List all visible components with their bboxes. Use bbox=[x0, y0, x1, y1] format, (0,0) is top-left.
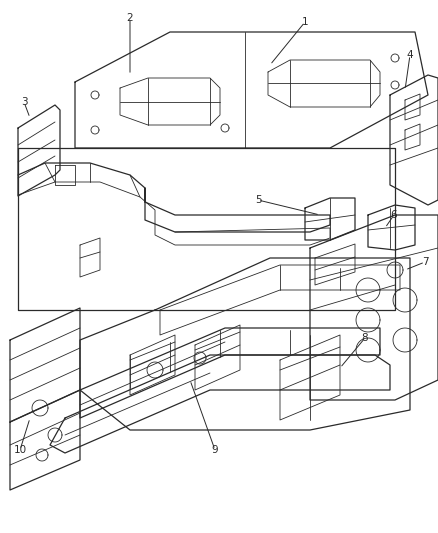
Text: 1: 1 bbox=[302, 17, 308, 27]
Text: 8: 8 bbox=[362, 333, 368, 343]
Text: 7: 7 bbox=[422, 257, 428, 267]
Text: 9: 9 bbox=[212, 445, 218, 455]
Text: 4: 4 bbox=[407, 50, 413, 60]
Text: 2: 2 bbox=[127, 13, 133, 23]
Text: 10: 10 bbox=[14, 445, 27, 455]
Text: 5: 5 bbox=[254, 195, 261, 205]
Text: 3: 3 bbox=[21, 97, 27, 107]
Text: 6: 6 bbox=[391, 210, 397, 220]
